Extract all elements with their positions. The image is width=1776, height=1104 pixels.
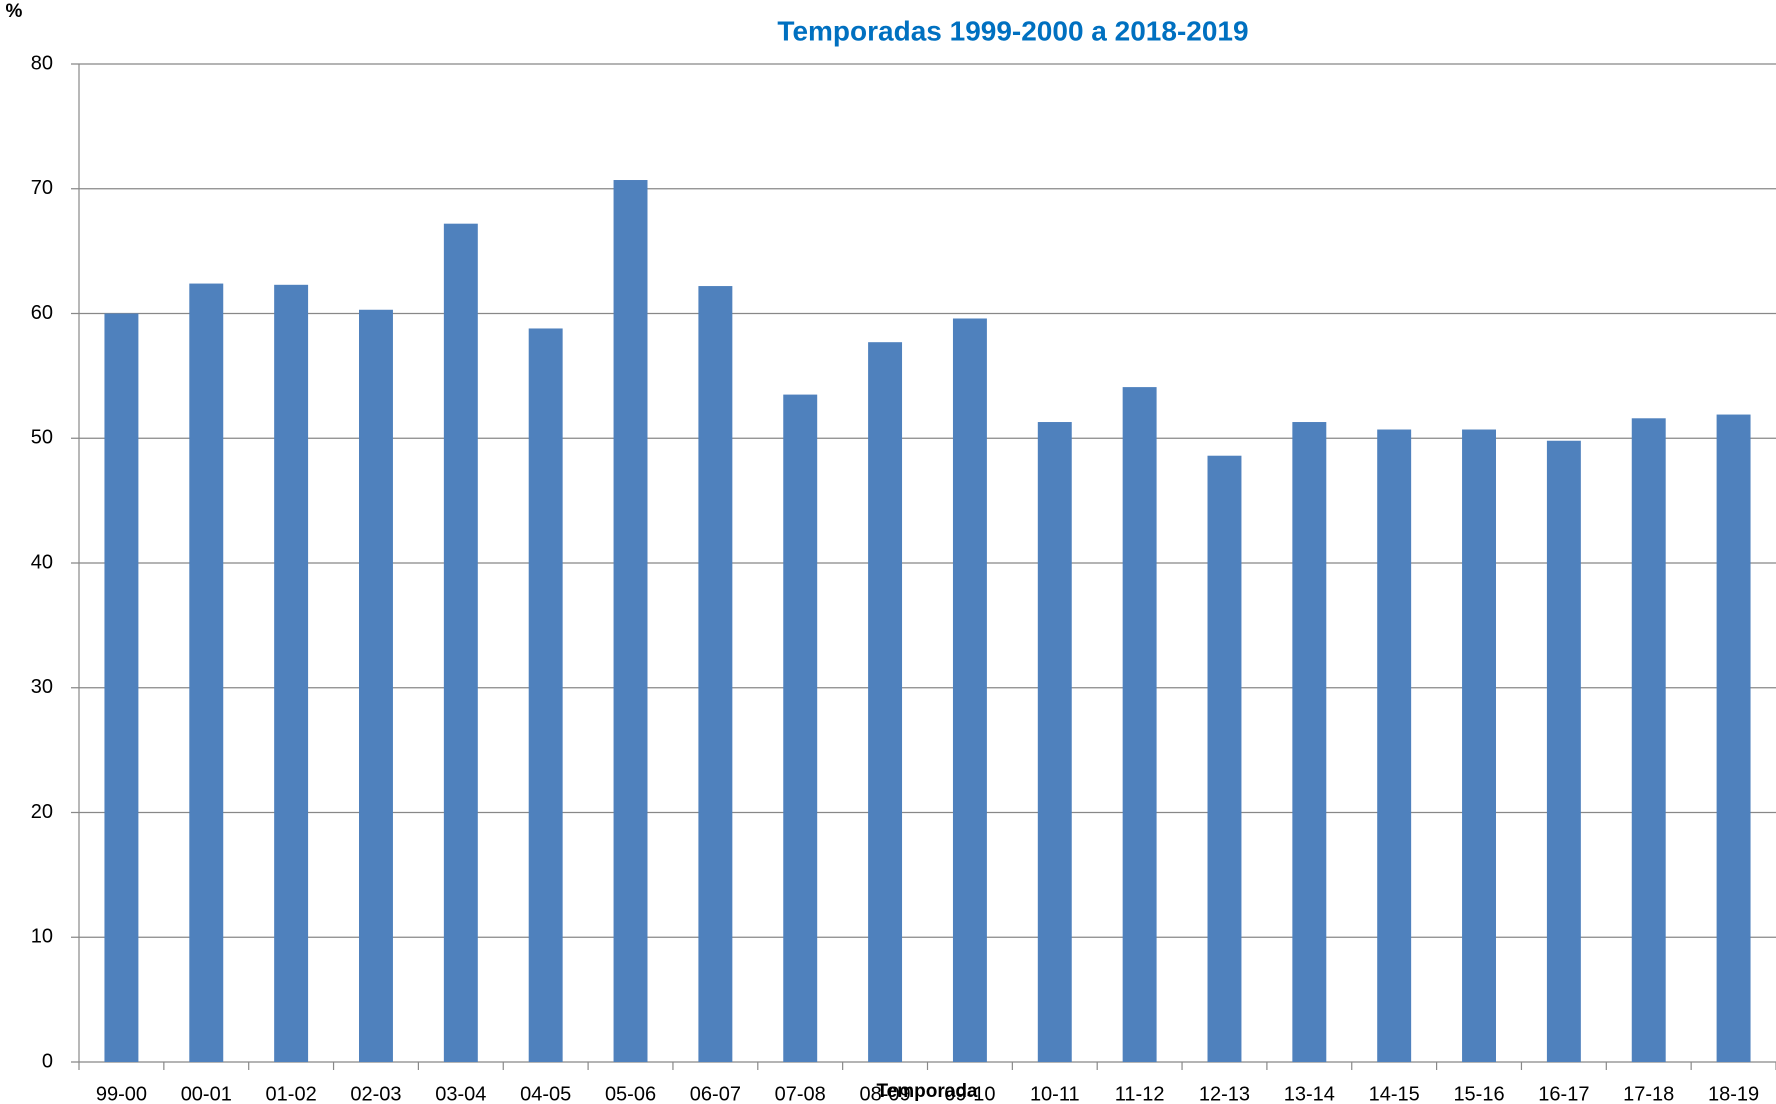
bar: [1037, 422, 1072, 1063]
y-tick-label: 60: [31, 302, 53, 324]
bar: [1631, 418, 1666, 1062]
y-tick-label: 70: [31, 177, 53, 199]
x-tick-label: 09-10: [944, 1083, 995, 1104]
x-tick-label: 16-17: [1538, 1083, 1589, 1104]
bar: [274, 284, 309, 1062]
chart-title: Temporadas 1999-2000 a 2018-2019: [777, 15, 1248, 46]
x-tick-label: 18-19: [1708, 1083, 1759, 1104]
bar: [528, 328, 563, 1063]
bar: [698, 286, 733, 1062]
y-tick-label: 10: [31, 926, 53, 948]
bar: [1377, 429, 1412, 1063]
y-tick-label: 40: [31, 551, 53, 573]
x-tick-label: 11-12: [1115, 1083, 1165, 1104]
bar: [1546, 440, 1581, 1062]
bar: [189, 283, 224, 1062]
bar: [443, 223, 478, 1062]
y-tick-label: 0: [42, 1050, 53, 1072]
y-tick-label: 30: [31, 676, 53, 698]
x-tick-label: 06-07: [690, 1083, 741, 1104]
x-tick-label: 15-16: [1453, 1083, 1504, 1104]
y-axis-label: %: [6, 1, 23, 22]
x-tick-label: 13-14: [1284, 1083, 1335, 1104]
bar: [613, 180, 648, 1062]
x-tick-label: 01-02: [266, 1083, 317, 1104]
x-tick-label: 08-09: [859, 1083, 910, 1104]
bar: [783, 394, 818, 1062]
y-tick-label: 20: [31, 801, 53, 823]
x-tick-label: 12-13: [1199, 1083, 1250, 1104]
x-tick-label: 10-11: [1030, 1083, 1080, 1104]
x-tick-label: 05-06: [605, 1083, 656, 1104]
bar: [1716, 414, 1751, 1062]
bar: [1292, 422, 1327, 1063]
x-tick-label: 00-01: [181, 1083, 232, 1104]
x-tick-label: 14-15: [1369, 1083, 1420, 1104]
x-tick-label: 07-08: [775, 1083, 826, 1104]
x-tick-label: 99-00: [96, 1083, 147, 1104]
bar: [1122, 387, 1157, 1062]
x-tick-label: 04-05: [520, 1083, 571, 1104]
bar: [1462, 429, 1496, 1063]
x-tick-label: 17-18: [1623, 1083, 1674, 1104]
bar: [359, 309, 393, 1062]
x-tick-label: 03-04: [435, 1083, 486, 1104]
y-tick-label: 80: [31, 52, 53, 74]
bar: [952, 318, 987, 1062]
bar: [868, 342, 903, 1062]
bar: [104, 313, 139, 1062]
bar: [1207, 455, 1242, 1063]
x-axis-label: Temporada: [876, 1081, 977, 1102]
x-tick-label: 02-03: [350, 1083, 401, 1104]
y-tick-label: 50: [31, 427, 53, 449]
